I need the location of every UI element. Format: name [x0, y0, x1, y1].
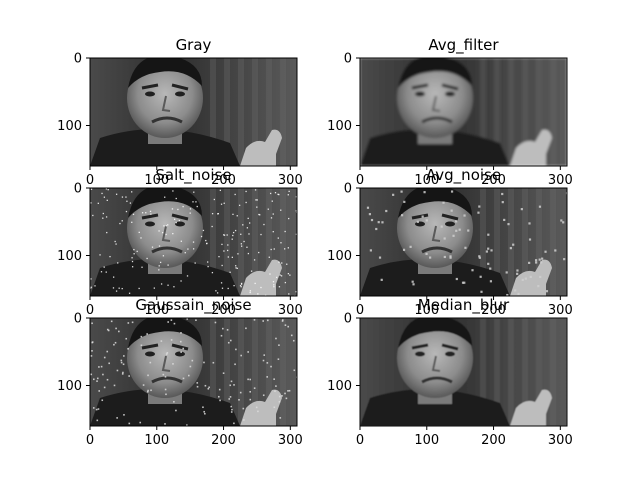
- x-tick-label: 300: [548, 303, 573, 318]
- x-tick-label: 300: [278, 433, 303, 448]
- panel-title: Median_blur: [418, 296, 510, 315]
- grayscale-photo: [90, 318, 297, 426]
- x-tick-label: 300: [278, 303, 303, 318]
- panel-gaussain-noise: Gaussain_noise 0 100 200 300 0 100: [57, 296, 303, 448]
- axes-frame: [359, 317, 568, 427]
- grayscale-photo: [360, 188, 567, 296]
- x-tick-label: 0: [86, 303, 94, 318]
- panel-title: Gray: [176, 36, 212, 54]
- panel-avg-filter: Avg_filter 0 100 200 300 0 100: [327, 36, 573, 188]
- y-tick-label: 100: [57, 249, 82, 264]
- x-tick-label: 300: [548, 433, 573, 448]
- axes-frame: [89, 187, 298, 297]
- y-tick-label: 0: [74, 182, 82, 197]
- panel-title: Salt_noise: [155, 166, 231, 185]
- y-tick-label: 100: [327, 249, 352, 264]
- y-tick-label: 0: [344, 312, 352, 327]
- x-tick-label: 200: [481, 433, 506, 448]
- x-tick-label: 100: [144, 173, 169, 188]
- x-tick-label: 200: [211, 173, 236, 188]
- panel-gray: Gray 0 100 200 300 0 100: [57, 36, 303, 188]
- y-tick-label: 0: [74, 312, 82, 327]
- x-tick-label: 100: [414, 303, 439, 318]
- panel-title: Avg_filter: [428, 36, 499, 55]
- y-tick-label: 100: [327, 119, 352, 134]
- y-tick-label: 100: [57, 119, 82, 134]
- grayscale-photo: [90, 188, 297, 296]
- x-tick-label: 200: [481, 303, 506, 318]
- y-tick-label: 0: [74, 52, 82, 67]
- y-tick-label: 0: [344, 182, 352, 197]
- x-tick-label: 200: [211, 303, 236, 318]
- axes-frame: [359, 57, 568, 167]
- axes-frame: [89, 317, 298, 427]
- y-tick-label: 100: [327, 379, 352, 394]
- x-tick-label: 0: [86, 433, 94, 448]
- x-tick-label: 300: [548, 173, 573, 188]
- grayscale-photo: [360, 58, 567, 166]
- grayscale-photo: [90, 58, 297, 166]
- x-tick-label: 300: [278, 173, 303, 188]
- x-tick-label: 0: [356, 303, 364, 318]
- axes-frame: [89, 57, 298, 167]
- panel-median-blur: Median_blur 0 100 200 300 0 100: [327, 296, 573, 448]
- x-tick-label: 100: [144, 303, 169, 318]
- x-tick-label: 0: [86, 173, 94, 188]
- panel-avg-noise: Avg_noise 0 100 200 300 0 100: [327, 166, 573, 318]
- x-tick-label: 0: [356, 433, 364, 448]
- x-tick-label: 100: [414, 433, 439, 448]
- x-tick-label: 200: [481, 173, 506, 188]
- grayscale-photo: [360, 318, 567, 426]
- x-tick-label: 200: [211, 433, 236, 448]
- x-tick-label: 0: [356, 173, 364, 188]
- panel-title: Avg_noise: [426, 166, 501, 185]
- x-tick-label: 100: [414, 173, 439, 188]
- panel-salt-noise: Salt_noise 0 100 200 300 0 100: [57, 166, 303, 318]
- axes-frame: [359, 187, 568, 297]
- x-tick-label: 100: [144, 433, 169, 448]
- panel-title: Gaussain_noise: [135, 296, 251, 315]
- y-tick-label: 100: [57, 379, 82, 394]
- y-tick-label: 0: [344, 52, 352, 67]
